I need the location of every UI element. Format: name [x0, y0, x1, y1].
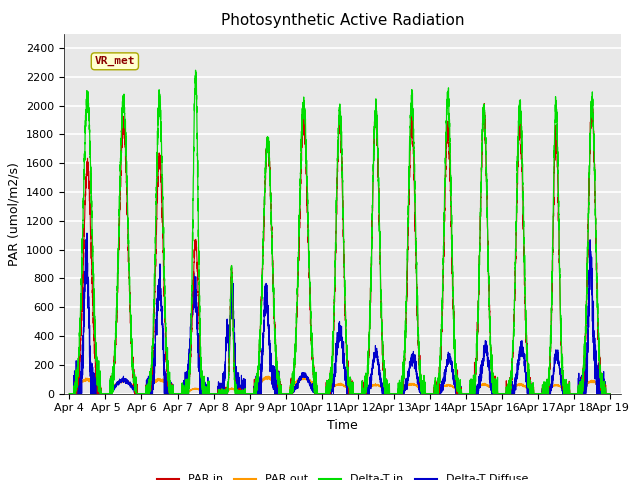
Title: Photosynthetic Active Radiation: Photosynthetic Active Radiation: [221, 13, 464, 28]
X-axis label: Time: Time: [327, 419, 358, 432]
Legend: PAR in, PAR out, Delta-T in, Delta-T Diffuse: PAR in, PAR out, Delta-T in, Delta-T Dif…: [152, 470, 532, 480]
Y-axis label: PAR (umol/m2/s): PAR (umol/m2/s): [8, 162, 20, 265]
Text: VR_met: VR_met: [95, 56, 135, 66]
